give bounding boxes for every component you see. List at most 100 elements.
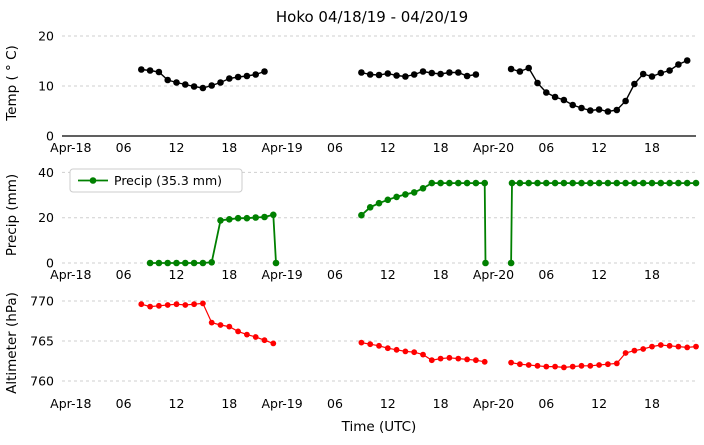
temp-point <box>507 65 515 73</box>
altimeter-point <box>164 302 171 308</box>
temp-x-tick-label: 12 <box>169 140 185 155</box>
altimeter-point <box>596 362 602 368</box>
precip-point <box>455 179 462 187</box>
temp-point <box>622 97 629 105</box>
altimeter-point <box>631 347 638 354</box>
temp-point <box>208 82 215 89</box>
precip-point <box>587 179 594 187</box>
temp-point <box>234 73 242 81</box>
precip-point <box>261 213 268 221</box>
temp-x-tick-label: Apr-20 <box>473 140 514 155</box>
temp-point <box>173 79 180 86</box>
precip-x-tick-label: Apr-18 <box>50 267 91 282</box>
precip-x-tick-label: 06 <box>116 267 132 282</box>
temp-point <box>683 57 691 64</box>
precip-point <box>516 179 524 187</box>
precip-x-tick-label: 06 <box>538 267 554 282</box>
precip-point <box>692 179 700 187</box>
temp-point <box>138 66 145 73</box>
temp-point <box>252 71 259 78</box>
altimeter-point <box>191 301 198 308</box>
precip-point <box>393 193 400 201</box>
temp-point <box>410 71 418 78</box>
temp-x-tick-label: 18 <box>644 140 660 155</box>
precip-point <box>507 259 515 267</box>
altimeter-point <box>244 331 250 338</box>
precip-y-tick-label: 40 <box>38 165 54 180</box>
precip-point <box>578 179 585 187</box>
temp-point <box>666 67 673 74</box>
altimeter-point <box>270 340 277 347</box>
precip-point <box>428 179 436 187</box>
altimeter-x-tick-label: 18 <box>221 396 237 411</box>
precip-point <box>683 179 691 187</box>
precip-x-tick-label: 18 <box>221 267 237 282</box>
altimeter-x-tick-label: 12 <box>591 396 607 411</box>
temp-point <box>516 68 524 75</box>
temp-point <box>428 69 436 77</box>
altimeter-point <box>402 348 409 355</box>
altimeter-y-tick-label: 760 <box>30 374 54 389</box>
temp-point <box>164 76 171 84</box>
temp-point <box>375 71 383 79</box>
altimeter-point <box>605 361 611 368</box>
altimeter-x-tick-label: Apr-18 <box>50 396 91 411</box>
altimeter-point <box>367 341 374 348</box>
chart-title: Hoko 04/18/19 - 04/20/19 <box>276 8 468 26</box>
precip-point <box>270 211 277 219</box>
temp-point <box>631 80 638 88</box>
precip-point <box>525 179 532 187</box>
precip-point <box>472 179 480 187</box>
precip-line <box>150 213 277 264</box>
altimeter-point <box>561 364 567 371</box>
altimeter-point <box>517 361 523 368</box>
precip-line <box>510 182 696 264</box>
temp-point <box>648 73 656 80</box>
precip-point <box>534 179 541 187</box>
altimeter-point <box>569 363 576 370</box>
altimeter-point <box>675 343 682 350</box>
precip-point <box>419 185 427 192</box>
precip-x-tick-label: Apr-19 <box>261 267 302 282</box>
altimeter-x-tick-label: 06 <box>116 396 132 411</box>
temp-x-tick-label: 06 <box>116 140 132 155</box>
temp-point <box>578 104 585 112</box>
temp-point <box>437 70 444 78</box>
altimeter-point <box>200 300 206 307</box>
precip-line <box>360 182 487 264</box>
temp-x-tick-label: 12 <box>591 140 607 155</box>
temp-x-tick-label: 12 <box>380 140 396 155</box>
temp-point <box>463 72 471 80</box>
temp-point <box>190 83 198 90</box>
altimeter-point <box>613 360 620 367</box>
precip-point <box>639 179 647 187</box>
precip-point <box>173 259 180 267</box>
temp-point <box>595 106 603 113</box>
temp-panel: 0 10 20 Apr-18 06 12 18 Apr-19 06 12 18 Apr-20 06 12 1… <box>4 29 696 155</box>
precip-point <box>234 214 242 222</box>
altimeter-point <box>587 362 594 369</box>
precip-point <box>155 259 163 267</box>
altimeter-point <box>182 302 189 308</box>
altimeter-point <box>684 344 691 351</box>
precip-x-tick-label: 12 <box>169 267 185 282</box>
altimeter-point <box>226 323 233 330</box>
temp-point <box>384 70 392 77</box>
temp-point <box>472 71 480 78</box>
altimeter-point <box>543 363 550 370</box>
temp-point <box>226 75 233 82</box>
temp-x-tick-label: Apr-19 <box>261 140 302 155</box>
temp-point <box>534 79 541 87</box>
temp-x-tick-label: 06 <box>538 140 554 155</box>
altimeter-point <box>235 328 242 335</box>
precip-point <box>208 259 215 266</box>
temp-x-tick-label: 06 <box>327 140 343 155</box>
precip-point <box>446 179 453 187</box>
altimeter-point <box>138 301 145 308</box>
altimeter-point <box>428 357 435 364</box>
precip-point <box>463 179 471 187</box>
precip-point <box>560 179 568 187</box>
precip-point <box>146 259 154 267</box>
altimeter-point <box>261 337 268 344</box>
